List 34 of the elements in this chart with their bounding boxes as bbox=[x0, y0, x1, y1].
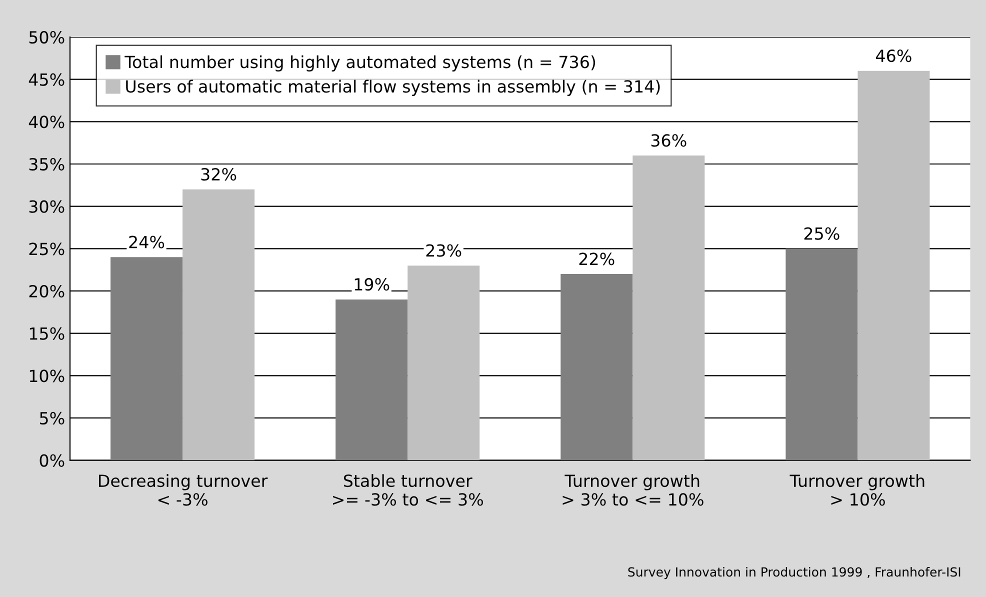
y-tick-label: 15% bbox=[30, 327, 64, 340]
y-tick-label: 35% bbox=[29, 158, 64, 171]
y-tick-label: 40% bbox=[28, 116, 64, 128]
bar bbox=[336, 299, 408, 460]
text: 25% bbox=[804, 227, 840, 240]
x-tick-label: Stable turnover >= -3% to <= 3% bbox=[333, 474, 484, 506]
legend-label: Users of automatic material flow systems in assembly (n = 314) bbox=[126, 80, 660, 96]
y-tick-label: 20% bbox=[29, 284, 64, 298]
text: 46% bbox=[876, 49, 912, 62]
y-tick-label: 50% bbox=[29, 30, 64, 44]
y-tick-label: 45% bbox=[28, 73, 64, 86]
bar bbox=[786, 248, 858, 460]
text: 22% bbox=[579, 252, 614, 266]
x-tick-label: Turnover growth > 10% bbox=[790, 474, 924, 506]
bar bbox=[560, 274, 633, 460]
bar bbox=[110, 257, 183, 460]
text: 24% bbox=[129, 236, 164, 248]
y-tick-label: 25% bbox=[29, 242, 64, 256]
text: 36% bbox=[651, 134, 686, 147]
legend-label: Total number using highly automated systems (n = 736) bbox=[124, 55, 596, 72]
bar bbox=[632, 156, 705, 460]
bar bbox=[858, 70, 930, 460]
x-tick-label: Turnover growth > 3% to <= 10% bbox=[562, 474, 704, 506]
y-tick-label: 5% bbox=[40, 412, 64, 425]
y-tick-label: 30% bbox=[29, 200, 64, 213]
bar bbox=[182, 189, 255, 460]
text: 23% bbox=[426, 244, 462, 257]
y-tick-label: 10% bbox=[30, 370, 64, 382]
bar bbox=[408, 266, 480, 460]
text: 19% bbox=[354, 278, 390, 291]
y-tick-label: 0% bbox=[40, 454, 64, 467]
text: Survey Innovation in Production 1999 , Fraunhofer-ISI bbox=[628, 566, 960, 580]
x-tick-label: Decreasing turnover < -3% bbox=[99, 474, 268, 506]
text: 32% bbox=[201, 168, 236, 181]
